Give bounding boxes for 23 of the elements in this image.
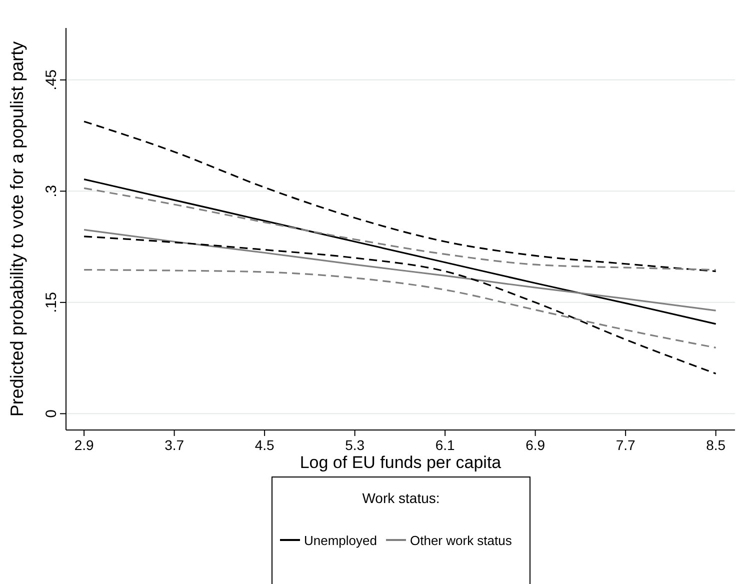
x-tick-label: 4.5 [254, 437, 274, 453]
x-tick-label: 6.9 [526, 437, 546, 453]
x-tick-label: 5.3 [345, 437, 365, 453]
y-axis-title: Predicted probability to vote for a populist party [7, 41, 27, 417]
y-tick-label: .15 [43, 292, 60, 313]
x-tick-label: 7.7 [616, 437, 636, 453]
line-series [83, 268, 717, 348]
line-series [83, 236, 717, 374]
x-axis-title: Log of EU funds per capita [300, 453, 502, 472]
x-tick-label: 8.5 [706, 437, 726, 453]
y-tick-label: .3 [43, 184, 60, 198]
line-series [83, 178, 717, 325]
y-tick-label: 0 [43, 410, 60, 418]
legend-title: Work status: [362, 490, 440, 506]
x-tick-label: 2.9 [74, 437, 94, 453]
x-tick-label: 3.7 [164, 437, 184, 453]
legend-label: Unemployed [304, 533, 377, 548]
line-series [83, 187, 717, 271]
line-series [83, 228, 717, 312]
line-series [83, 120, 717, 272]
x-tick-label: 6.1 [435, 437, 456, 453]
y-tick-label: .45 [43, 69, 60, 90]
legend-label: Other work status [410, 533, 512, 548]
